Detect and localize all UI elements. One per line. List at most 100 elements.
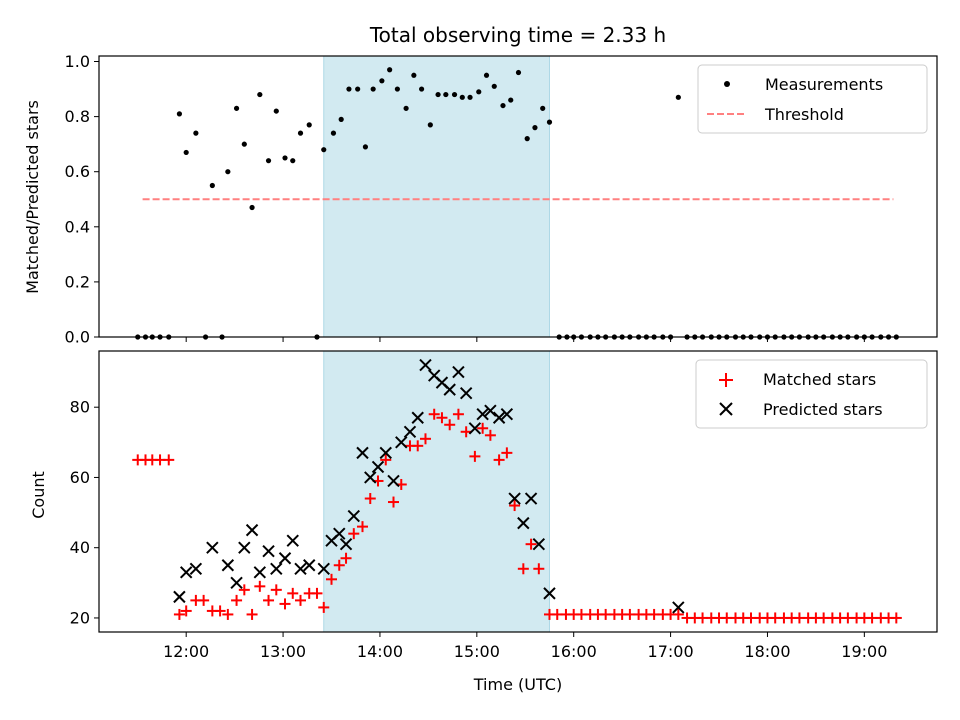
predicted-star-point: [221, 559, 235, 572]
matched-star-point: [380, 454, 392, 466]
predicted-star-point: [476, 408, 489, 421]
matched-star-point: [246, 608, 258, 620]
measurement-point: [379, 78, 385, 84]
predicted-star-point: [387, 474, 400, 488]
matched-star-point: [318, 601, 330, 613]
measurement-point: [306, 122, 312, 128]
bottom-y-tick-label: 60: [70, 468, 90, 487]
bottom-x-tick-label: 17:00: [648, 642, 694, 661]
predicted-star-point: [484, 404, 497, 417]
matched-star-point: [311, 587, 323, 599]
predicted-star-point: [532, 537, 546, 551]
measurement-point: [249, 204, 255, 211]
matched-star-point: [533, 563, 545, 575]
predicted-star-point: [500, 408, 514, 421]
chart-title: Total observing time = 2.33 h: [369, 23, 666, 47]
predicted-star-point: [286, 534, 299, 547]
predicted-star-point: [262, 545, 275, 558]
measurement-point: [338, 116, 344, 122]
top-y-tick-label: 0.4: [65, 217, 90, 236]
matched-star-point: [436, 412, 448, 424]
top-y-axis-label: Matched/Predicted stars: [23, 100, 42, 294]
top-x-axis-ticks: [185, 337, 865, 342]
measurement-point: [411, 72, 417, 78]
matched-star-point: [163, 454, 175, 466]
bottom-legend: Matched stars Predicted stars: [695, 359, 928, 429]
matched-star-point: [460, 426, 472, 438]
bottom-plot-frame: [98, 350, 938, 633]
matched-star-point: [509, 500, 521, 512]
measurement-point: [225, 169, 231, 175]
bottom-legend-box: [695, 359, 928, 429]
measurement-point: [483, 72, 490, 78]
top-legend-box: [697, 64, 928, 134]
predicted-star-point: [524, 492, 538, 505]
bottom-observing-span: [323, 350, 550, 633]
measurement-point: [176, 111, 183, 117]
predicted-star-point: [253, 566, 267, 579]
matched-star-point: [672, 608, 684, 620]
measurement-point: [346, 86, 352, 92]
bottom-y-tick-label: 20: [70, 608, 90, 627]
matched-star-point: [484, 429, 496, 441]
matched-star-point: [173, 608, 185, 620]
matched-star-point: [231, 594, 243, 606]
matched-star-point: [388, 496, 400, 508]
predicted-star-point: [459, 386, 473, 400]
bottom-y-axis-label: Count: [29, 471, 48, 519]
measurement-point: [355, 86, 361, 92]
predicted-star-point: [371, 460, 385, 474]
predicted-star-point: [278, 552, 292, 565]
matched-star-point: [444, 419, 456, 431]
matched-star-point: [452, 408, 464, 420]
matched-star-point: [348, 528, 360, 540]
predicted-star-point: [173, 590, 186, 604]
matched-star-point: [890, 612, 902, 624]
legend-matched-marker: [719, 373, 733, 387]
matched-star-point: [340, 552, 352, 564]
matched-star-point: [517, 563, 529, 575]
measurement-point: [419, 86, 425, 92]
measurement-point: [282, 155, 288, 161]
matched-star-point: [295, 594, 307, 606]
bottom-highlight-layer: [323, 350, 550, 633]
predicted-star-point: [303, 559, 316, 572]
measurement-point: [532, 125, 538, 131]
bottom-x-tick-label: 18:00: [744, 642, 790, 661]
predicted-star-point: [443, 383, 456, 396]
predicted-star-point: [543, 587, 556, 600]
top-observing-span: [323, 55, 550, 338]
predicted-star-point: [179, 566, 193, 579]
measurement-point: [273, 108, 279, 114]
predicted-star-point: [317, 562, 330, 575]
measurement-point: [209, 182, 215, 189]
top-plot-frame: [98, 55, 938, 338]
predicted-star-point: [189, 562, 203, 575]
bottom-y-tick-label: 40: [70, 538, 90, 557]
matched-star-point: [493, 454, 505, 466]
measurement-point: [451, 91, 458, 98]
measurement-point: [193, 130, 199, 136]
matched-star-point: [501, 447, 513, 459]
measurement-point: [403, 105, 409, 111]
legend-threshold-label: Threshold: [764, 105, 844, 124]
predicted-star-point: [403, 425, 417, 438]
measurement-point: [546, 119, 553, 125]
matched-star-point: [198, 594, 210, 606]
measurement-point: [500, 102, 506, 109]
top-panel: 0.0 0.2 0.4 0.6 0.8 1.0 Matched/Predicted sta…: [23, 52, 938, 347]
top-y-tick-label: 1.0: [65, 52, 90, 71]
top-y-axis-ticks: 0.0 0.2 0.4 0.6 0.8 1.0: [65, 52, 99, 347]
bottom-x-axis-ticks: 12:00 13:00 14:00 15:00 16:00 17:00 18:00 19:00: [163, 632, 887, 661]
matched-star-point: [263, 594, 275, 606]
measurement-point: [290, 158, 296, 164]
matched-star-point: [333, 559, 345, 571]
predicted-star-point: [347, 509, 360, 523]
legend-measurements-label: Measurements: [765, 75, 883, 94]
measurement-point: [297, 130, 304, 136]
matched-star-point: [180, 605, 192, 617]
predicted-star-point: [270, 562, 283, 575]
top-highlight-layer: [323, 55, 550, 338]
bottom-x-tick-label: 19:00: [841, 642, 887, 661]
